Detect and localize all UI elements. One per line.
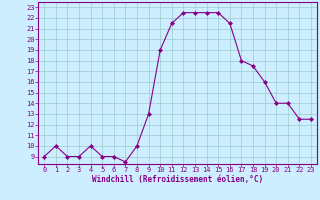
X-axis label: Windchill (Refroidissement éolien,°C): Windchill (Refroidissement éolien,°C) xyxy=(92,175,263,184)
